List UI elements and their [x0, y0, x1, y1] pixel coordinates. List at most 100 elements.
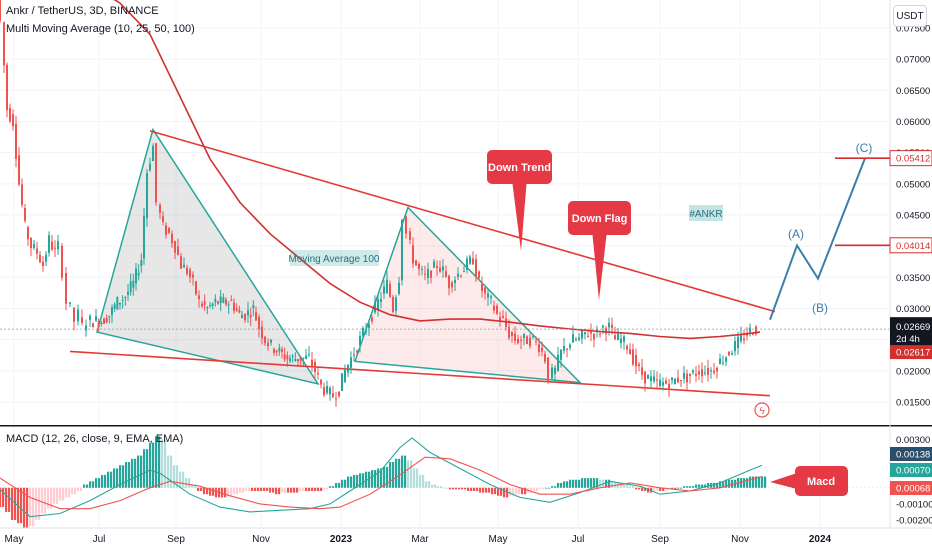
macd-histogram-bar [764, 476, 767, 488]
candle-body [596, 328, 598, 331]
macd-histogram-bar [143, 449, 146, 488]
macd-histogram-bar [371, 470, 374, 488]
candle-body [186, 267, 188, 275]
price-tick-label: 0.04500 [896, 210, 930, 221]
candle-body [9, 107, 11, 122]
candle-body [362, 328, 364, 337]
candle-body [61, 245, 63, 278]
candle-body [206, 307, 209, 309]
macd-histogram-bar [113, 468, 116, 488]
macd-histogram-bar [125, 462, 128, 488]
macd-line [0, 437, 763, 518]
time-tick-label: Jul [572, 534, 585, 545]
ma100-line [113, 0, 761, 340]
candle-body [674, 378, 676, 385]
candle-body [578, 337, 580, 340]
macd-histogram-bar [110, 471, 113, 488]
candle-body [599, 333, 601, 335]
macd-histogram-bar [530, 487, 533, 493]
time-tick-label: May [5, 534, 24, 545]
macd-histogram-bar [260, 487, 263, 491]
candle-body [377, 299, 379, 310]
macd-histogram-bar [518, 487, 521, 495]
lightning-circle [754, 402, 770, 418]
candle-body [389, 283, 391, 297]
macd-histogram-bar [716, 482, 719, 488]
candle-body [608, 322, 610, 328]
candle-body [335, 398, 337, 400]
candle-body [180, 256, 182, 269]
macd-histogram-bar [458, 487, 461, 490]
macd-histogram-bar [176, 465, 179, 488]
macd-histogram-bar [599, 479, 602, 488]
candle-body [113, 304, 116, 310]
macd-histogram-bar [233, 487, 236, 495]
candle-body [554, 367, 556, 375]
macd-histogram-bar [359, 473, 362, 488]
macd-histogram-bar [224, 487, 227, 498]
candle-body [42, 261, 44, 267]
down-flag-callout: Down Flag [568, 201, 631, 300]
lightning-icon: ϟ [754, 402, 770, 418]
candle-body [341, 373, 343, 391]
candle-body [398, 282, 400, 295]
macd-histogram-bar [164, 439, 167, 488]
macd-histogram-bar [305, 487, 308, 491]
macd-histogram-bar [584, 478, 587, 488]
candle-body [211, 303, 214, 306]
candle-body [140, 260, 143, 266]
candle-body [12, 114, 14, 127]
price-tick-label: 0.07500 [896, 24, 930, 35]
macd-value-tag: 0.00138 [890, 447, 932, 461]
macd-histogram-bar [551, 486, 554, 488]
macd-histogram-bar [578, 479, 581, 488]
candle-body [108, 315, 111, 317]
macd-histogram-bar [182, 471, 185, 488]
macd-histogram-bar [263, 487, 266, 491]
macd-histogram-bar [632, 486, 635, 488]
candle-body [289, 358, 291, 362]
macd-histogram-bar [722, 481, 725, 488]
macd-histogram-bar [419, 474, 422, 488]
time-tick-label: Sep [651, 534, 669, 545]
macd-histogram-bar [200, 487, 203, 491]
macd-histogram-bar [251, 487, 254, 491]
candle-body [665, 380, 667, 384]
macd-histogram-bar [746, 478, 749, 488]
macd-callout: Macd [770, 466, 848, 496]
macd-histogram-bar [107, 471, 110, 488]
candle-body [308, 354, 310, 356]
macd-histogram-bar [134, 458, 137, 488]
macd-histogram-bar [413, 468, 416, 488]
candle-body [566, 348, 568, 350]
candle-body [317, 373, 319, 375]
currency-button[interactable]: USDT [893, 5, 927, 27]
macd-histogram-bar [92, 481, 95, 488]
candle-body [329, 388, 331, 395]
macd-histogram-bar [173, 465, 176, 488]
label-bg [689, 205, 723, 221]
candle-body [683, 372, 685, 379]
candle-body [30, 237, 32, 249]
candle-body [371, 317, 373, 322]
candle-body [149, 163, 151, 171]
candle-body [152, 146, 154, 162]
macd-histogram-bar [347, 476, 350, 488]
macd-histogram-bar [185, 478, 188, 488]
tag-text: 0.00070 [896, 466, 930, 477]
candle-body [755, 326, 757, 335]
macd-histogram-bar [86, 484, 89, 488]
macd-histogram-bar [728, 479, 731, 488]
macd-histogram-bar [509, 487, 512, 496]
pane-divider [0, 425, 932, 427]
macd-histogram-bar [119, 465, 122, 488]
candle-body [209, 304, 211, 306]
macd-histogram-bar [428, 481, 431, 488]
price-tick-label: 0.05000 [896, 179, 930, 190]
moving-average-label: Moving Average 100 [289, 250, 380, 266]
candle-body [575, 339, 577, 341]
macd-histogram-bar [98, 478, 101, 488]
candle-body [264, 336, 266, 344]
macd-histogram-bar [437, 486, 440, 488]
